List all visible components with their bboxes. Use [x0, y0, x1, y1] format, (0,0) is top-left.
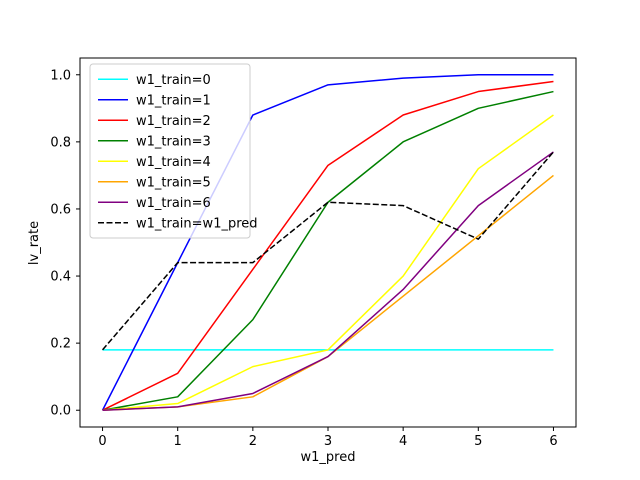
- legend-box: [89, 63, 251, 239]
- y-tick-label: 0.2: [50, 337, 71, 352]
- x-tick-label: 0: [98, 434, 106, 449]
- legend-item: w1_train=0: [98, 73, 211, 88]
- axes-group: 0 1 2 3 4 5 6 0.0 0.2 0.4 0.6 0.8 1.0: [50, 57, 577, 449]
- series-line-w1_train=4: [102, 114, 554, 411]
- legend-item: w1_train=4: [98, 155, 211, 170]
- x-axis-label: w1_pred: [301, 450, 356, 465]
- x-tick-label: 6: [549, 434, 557, 449]
- series-group: [101, 74, 555, 411]
- y-axis-label: lv_rate: [27, 221, 42, 265]
- series-line-w1_train=6: [102, 151, 554, 411]
- legend: w1_train=0 w1_train=1 w1_train=2 w1_train=3…: [89, 63, 258, 239]
- legend-label: w1_train=0: [136, 73, 211, 88]
- y-tick-label: 0.4: [50, 270, 71, 285]
- legend-label: w1_train=1: [136, 93, 211, 108]
- legend-item: w1_train=2: [98, 114, 211, 129]
- x-tick-label: 4: [399, 434, 407, 449]
- legend-label: w1_train=4: [136, 155, 211, 170]
- legend-label: w1_train=6: [136, 196, 211, 211]
- legend-item: w1_train=3: [98, 134, 211, 149]
- legend-item: w1_train=1: [98, 93, 211, 108]
- series-line-w1_train=2: [102, 80, 554, 411]
- x-tick-label: 1: [174, 434, 182, 449]
- series-line-w1_train=3: [102, 90, 554, 411]
- x-tick-label: 3: [324, 434, 332, 449]
- x-tick-label: 2: [249, 434, 257, 449]
- y-tick-label: 0.8: [50, 135, 71, 150]
- legend-item: w1_train=w1_pred: [98, 216, 258, 231]
- legend-label: w1_train=5: [136, 175, 211, 190]
- y-tick-label: 0.0: [50, 404, 71, 419]
- series-line-w1_train=w1_pred: [101, 151, 555, 351]
- legend-label: w1_train=w1_pred: [136, 216, 258, 231]
- legend-item: w1_train=6: [98, 196, 211, 211]
- y-tick-label: 1.0: [50, 68, 71, 83]
- legend-item: w1_train=5: [98, 175, 211, 190]
- legend-label: w1_train=2: [136, 114, 211, 129]
- legend-label: w1_train=3: [136, 134, 211, 149]
- x-tick-label: 5: [474, 434, 482, 449]
- y-tick-label: 0.6: [50, 202, 71, 217]
